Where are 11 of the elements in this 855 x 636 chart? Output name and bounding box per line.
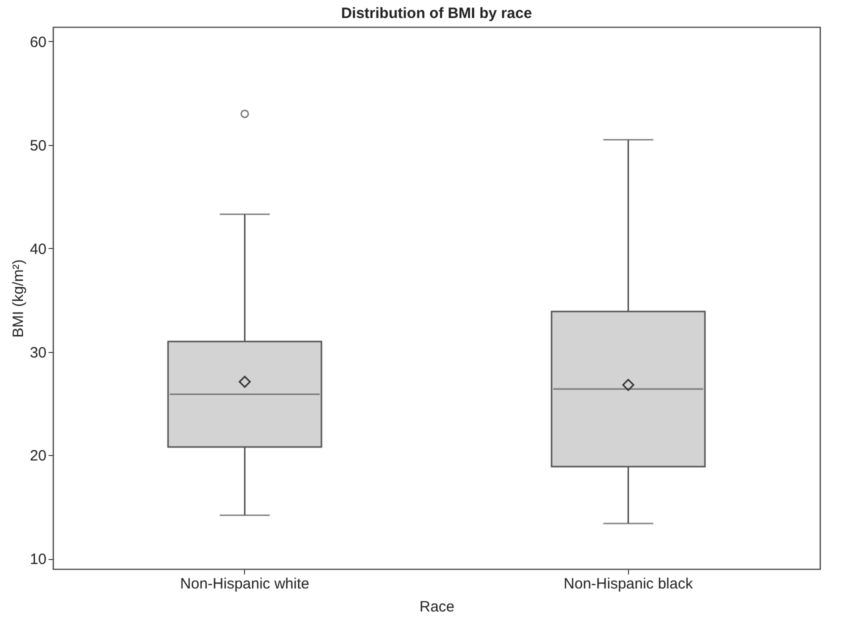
chart-title: Distribution of BMI by race [341,5,532,22]
x-axis-title: Race [419,598,455,616]
y-axis-title: BMI (kg/m²) [10,259,27,338]
y-tick-label: 40 [30,240,46,258]
y-tick-label: 30 [30,344,46,362]
y-tick-label: 50 [30,137,46,154]
y-tick-label: 10 [30,551,46,568]
y-tick-label: 60 [30,34,46,51]
x-tick-label: Non-Hispanic white [180,576,310,592]
x-tick-label: Non-Hispanic black [564,576,694,592]
y-tick-label: 20 [30,448,46,465]
